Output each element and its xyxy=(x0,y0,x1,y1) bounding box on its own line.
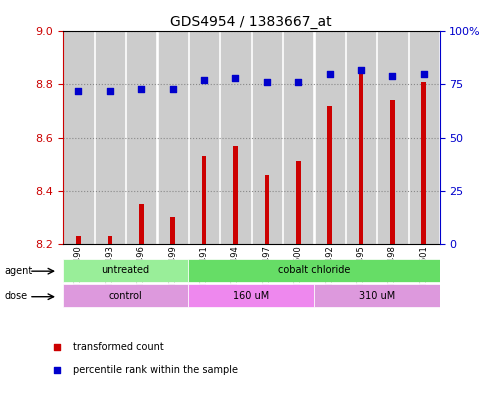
FancyBboxPatch shape xyxy=(314,284,440,307)
Point xyxy=(74,88,82,94)
FancyBboxPatch shape xyxy=(188,259,440,282)
Point xyxy=(138,86,145,92)
Text: cobalt chloride: cobalt chloride xyxy=(278,265,350,275)
Point xyxy=(169,86,177,92)
Point xyxy=(357,66,365,73)
Bar xyxy=(284,31,313,244)
Bar xyxy=(315,31,344,244)
Bar xyxy=(347,31,375,244)
Bar xyxy=(64,31,93,244)
Point xyxy=(326,71,333,77)
Text: control: control xyxy=(109,291,142,301)
Bar xyxy=(127,31,156,244)
Bar xyxy=(390,100,395,244)
Point xyxy=(232,75,240,81)
Title: GDS4954 / 1383667_at: GDS4954 / 1383667_at xyxy=(170,15,332,29)
Bar xyxy=(327,106,332,244)
Bar xyxy=(359,74,363,244)
Bar xyxy=(96,31,124,244)
Point xyxy=(200,77,208,83)
FancyBboxPatch shape xyxy=(188,284,314,307)
Bar xyxy=(108,236,112,244)
Bar xyxy=(422,82,426,244)
Text: percentile rank within the sample: percentile rank within the sample xyxy=(73,365,238,375)
Text: dose: dose xyxy=(5,290,28,301)
Point xyxy=(106,88,114,94)
FancyBboxPatch shape xyxy=(63,284,188,307)
Bar xyxy=(170,217,175,244)
Point xyxy=(295,79,302,86)
Bar xyxy=(190,31,218,244)
Bar xyxy=(296,162,300,244)
Bar xyxy=(202,156,206,244)
Bar xyxy=(410,31,438,244)
Point xyxy=(325,217,332,223)
Text: 160 uM: 160 uM xyxy=(233,291,270,301)
Point xyxy=(420,71,428,77)
Bar xyxy=(378,31,407,244)
Bar xyxy=(158,31,187,244)
Bar xyxy=(139,204,143,244)
Text: transformed count: transformed count xyxy=(73,342,164,352)
Point xyxy=(325,8,332,15)
Text: untreated: untreated xyxy=(101,265,150,275)
Bar xyxy=(265,174,269,244)
FancyBboxPatch shape xyxy=(63,259,188,282)
Bar xyxy=(221,31,250,244)
Point xyxy=(389,73,397,79)
Text: agent: agent xyxy=(5,266,33,276)
Bar xyxy=(233,145,238,244)
Point xyxy=(263,79,271,86)
Bar xyxy=(253,31,281,244)
Text: 310 uM: 310 uM xyxy=(358,291,395,301)
Bar xyxy=(76,236,81,244)
